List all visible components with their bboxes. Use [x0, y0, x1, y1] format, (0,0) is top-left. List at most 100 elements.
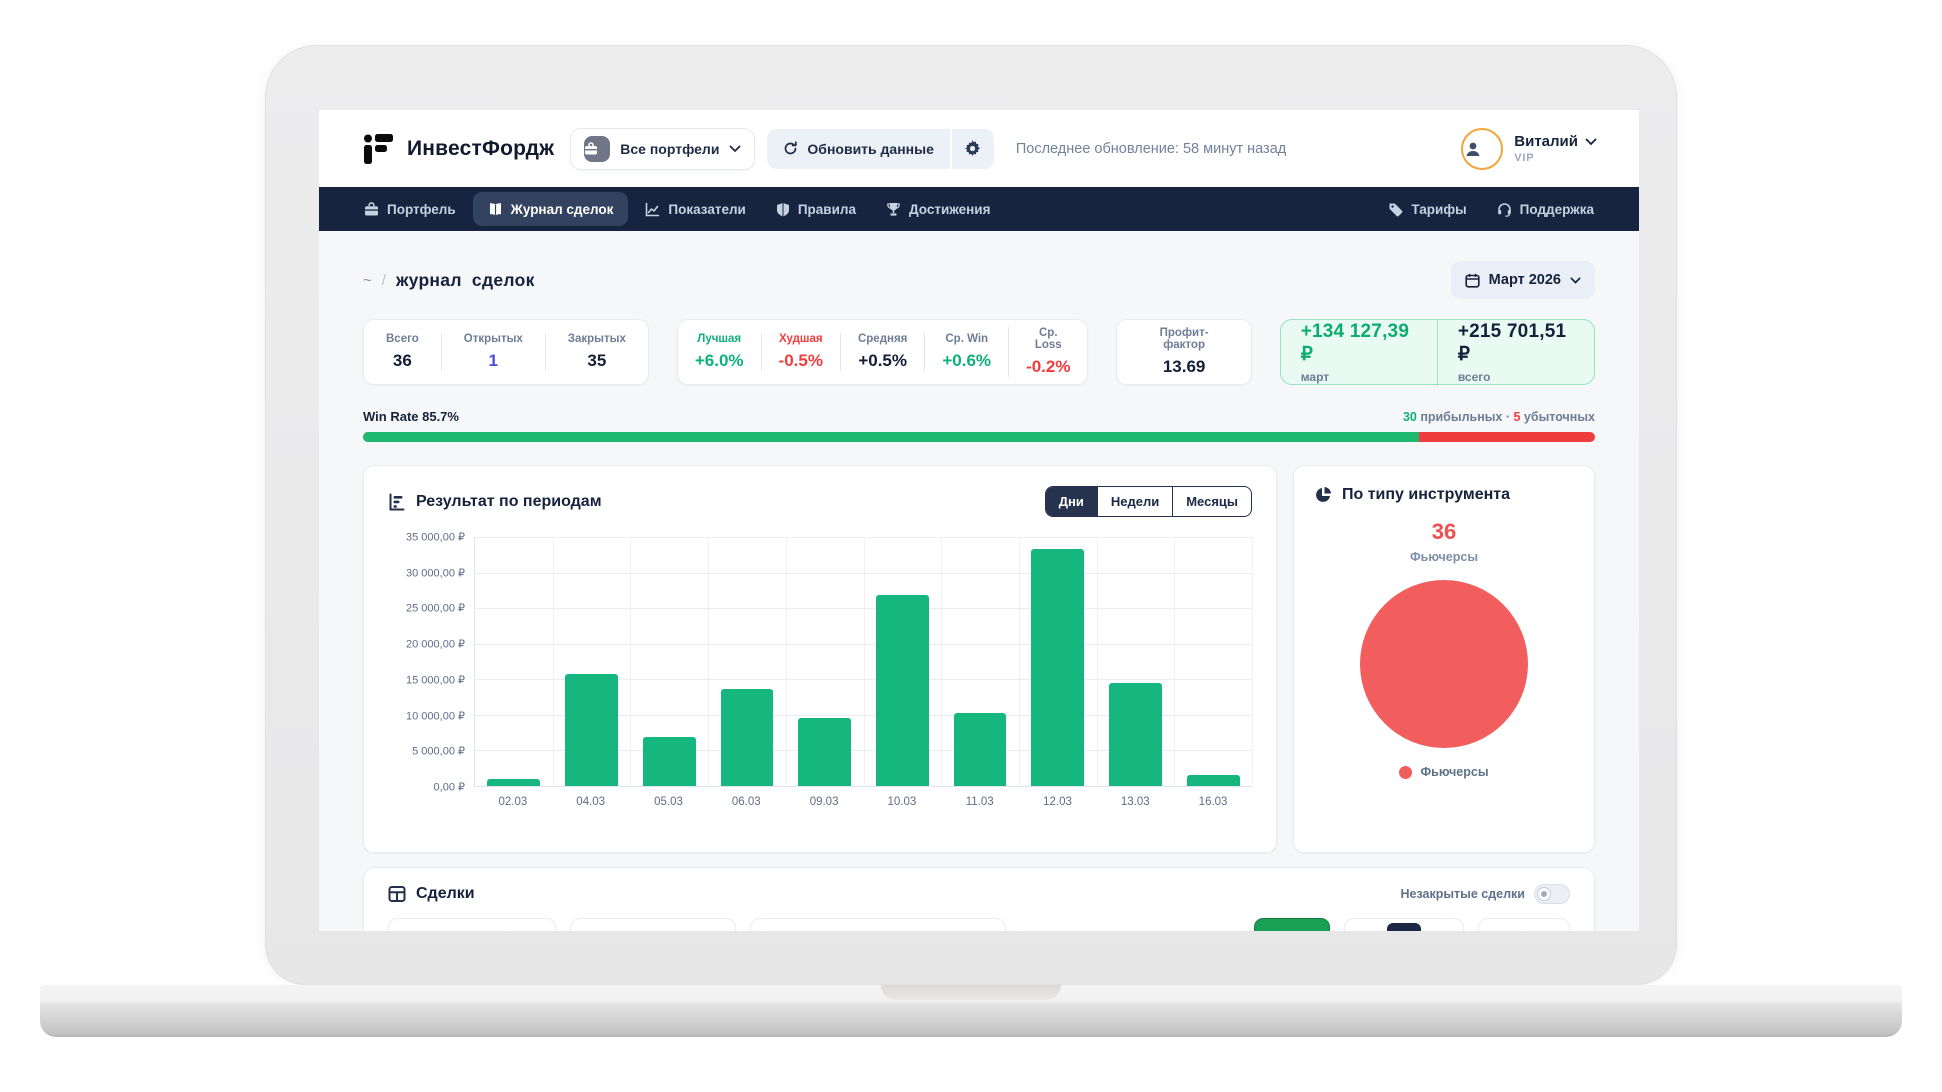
period-chart-plot [474, 537, 1253, 787]
win-rate-label: Win Rate 85.7% [363, 409, 459, 424]
nav-item-label: Тарифы [1411, 201, 1467, 217]
period-bar-chart: 35 000,00 ₽ 30 000,00 ₽ 25 000,00 ₽ 20 000,… [388, 532, 1253, 794]
stat-label: Средняя [857, 333, 908, 345]
nav-item-achievements[interactable]: Достижения [871, 187, 1006, 231]
briefcase-icon [364, 201, 379, 217]
y-tick-label: 15 000,00 ₽ [406, 674, 465, 687]
win-rate-bar [363, 432, 1595, 442]
bar-slot [941, 537, 1019, 786]
stat-label: Всего [386, 333, 419, 345]
bar-12.03 [1031, 549, 1085, 786]
bar-02.03 [487, 778, 541, 786]
profit-factor-value: 13.69 [1162, 357, 1206, 376]
breadcrumb-separator: / [381, 271, 386, 289]
gridline-vertical [1096, 537, 1098, 786]
trades-count-card: Всего 36 Открытых 1 Закрытых 35 [363, 319, 649, 385]
nav-item-indicators[interactable]: Показатели [630, 187, 760, 231]
instrument-type-panel: По типу инструмента 36 Фьючерсы Фьючерсы [1293, 465, 1595, 853]
nav-item-support[interactable]: Поддержка [1482, 187, 1609, 231]
laptop-notch [881, 985, 1061, 1000]
legend-label: Фьючерсы [1420, 765, 1489, 779]
deals-filter-1[interactable] [388, 918, 556, 931]
stat-value: 1 [488, 351, 499, 370]
table-icon [388, 885, 406, 903]
deals-filter-3[interactable] [750, 918, 1006, 931]
last-update-text: Последнее обновление: 58 минут назад [1015, 140, 1287, 157]
deals-filter-4[interactable] [1478, 918, 1570, 931]
app-title: ИнвестФордж [407, 136, 555, 160]
pie-chart-circle [1360, 580, 1528, 748]
panel-title: Результат по периодам [416, 492, 602, 510]
gridline-vertical [708, 537, 710, 786]
y-tick-label: 25 000,00 ₽ [406, 602, 465, 615]
period-picker[interactable]: Март 2026 [1450, 261, 1595, 299]
bar-chart-icon [388, 493, 406, 511]
bar-slot [1097, 537, 1175, 786]
refresh-button-label: Обновить данные [807, 140, 934, 157]
portfolio-selector-label: Все портфели [620, 140, 720, 157]
avatar [1461, 127, 1504, 170]
nav-item-journal[interactable]: Журнал сделок [472, 192, 629, 226]
instrument-count: 36 [1431, 519, 1457, 544]
bar-slot [553, 537, 631, 786]
tag-icon [1388, 202, 1403, 217]
profit-factor-card: Профит-фактор 13.69 [1116, 319, 1252, 385]
pagination-active-page[interactable] [1387, 923, 1421, 931]
nav-item-tariffs[interactable]: Тарифы [1373, 187, 1481, 231]
bar-09.03 [798, 717, 852, 786]
open-deals-toggle[interactable] [1534, 884, 1570, 904]
gridline-vertical [630, 537, 632, 786]
bar-slot [864, 537, 942, 786]
deals-title: Сделки [416, 885, 475, 902]
tab-weeks[interactable]: Недели [1096, 487, 1172, 516]
nav-item-rules[interactable]: Правила [761, 187, 871, 231]
user-name: Виталий [1514, 133, 1578, 150]
period-results-panel: Результат по периодам Дни Недели Месяцы … [363, 465, 1277, 853]
gridline-vertical [1174, 537, 1176, 786]
deals-panel: Сделки Незакрытые сделки [363, 867, 1595, 931]
bar-16.03 [1186, 774, 1240, 786]
portfolio-selector[interactable]: Все портфели [570, 127, 756, 170]
stat-value: +0.6% [942, 351, 992, 370]
laptop-base [40, 985, 1902, 1037]
logo: ИнвестФордж [361, 132, 554, 166]
nav-item-label: Поддержка [1519, 201, 1594, 217]
tab-days[interactable]: Дни [1045, 487, 1097, 516]
y-tick-label: 10 000,00 ₽ [406, 710, 465, 723]
user-menu[interactable]: Виталий VIP [1461, 127, 1597, 170]
bar-05.03 [642, 736, 696, 786]
toggle-knob [1537, 887, 1551, 901]
bar-slot [1174, 537, 1252, 786]
pnl-card: +134 127,39 ₽ март +215 701,51 ₽ всего [1279, 318, 1595, 386]
deals-green-button[interactable] [1254, 918, 1330, 931]
breadcrumb-home[interactable]: ~ [363, 271, 372, 289]
stat-label: Ср. Win [945, 333, 989, 345]
trophy-icon [886, 202, 901, 217]
gear-icon [964, 140, 981, 157]
y-tick-label: 5 000,00 ₽ [412, 745, 465, 758]
app-header: ИнвестФордж Все портфели Обновить данные [319, 110, 1639, 187]
stat-label: Закрытых [567, 333, 626, 345]
refresh-data-button[interactable]: Обновить данные [767, 128, 950, 169]
stat-value: 36 [392, 351, 412, 370]
deals-pagination[interactable] [1344, 918, 1464, 931]
period-chart-y-axis: 35 000,00 ₽ 30 000,00 ₽ 25 000,00 ₽ 20 000,… [388, 532, 474, 794]
gridline-vertical [863, 537, 865, 786]
period-chart-x-axis: 02.03 04.03 05.03 06.03 09.03 10.03 11.03 12.03… [474, 796, 1252, 808]
nav-item-portfolio[interactable]: Портфель [349, 187, 471, 231]
deals-filter-2[interactable] [570, 918, 736, 931]
laptop-shell: ИнвестФордж Все портфели Обновить данные [265, 45, 1677, 985]
stat-value: +0.5% [858, 351, 908, 370]
shield-icon [776, 202, 790, 217]
settings-button[interactable] [951, 128, 994, 169]
nav-item-label: Показатели [668, 201, 746, 217]
chevron-down-icon [1570, 276, 1581, 284]
bar-11.03 [953, 713, 1007, 786]
stat-label: Ср. Loss [1034, 327, 1062, 351]
tab-months[interactable]: Месяцы [1172, 487, 1251, 516]
gridline-vertical [1018, 537, 1020, 786]
bar-slot [475, 537, 553, 786]
headset-icon [1497, 202, 1512, 217]
win-loss-counts: 30 прибыльных · 5 убыточных [1402, 410, 1595, 424]
win-rate-section: Win Rate 85.7% 30 прибыльных · 5 убыточн… [363, 409, 1595, 442]
